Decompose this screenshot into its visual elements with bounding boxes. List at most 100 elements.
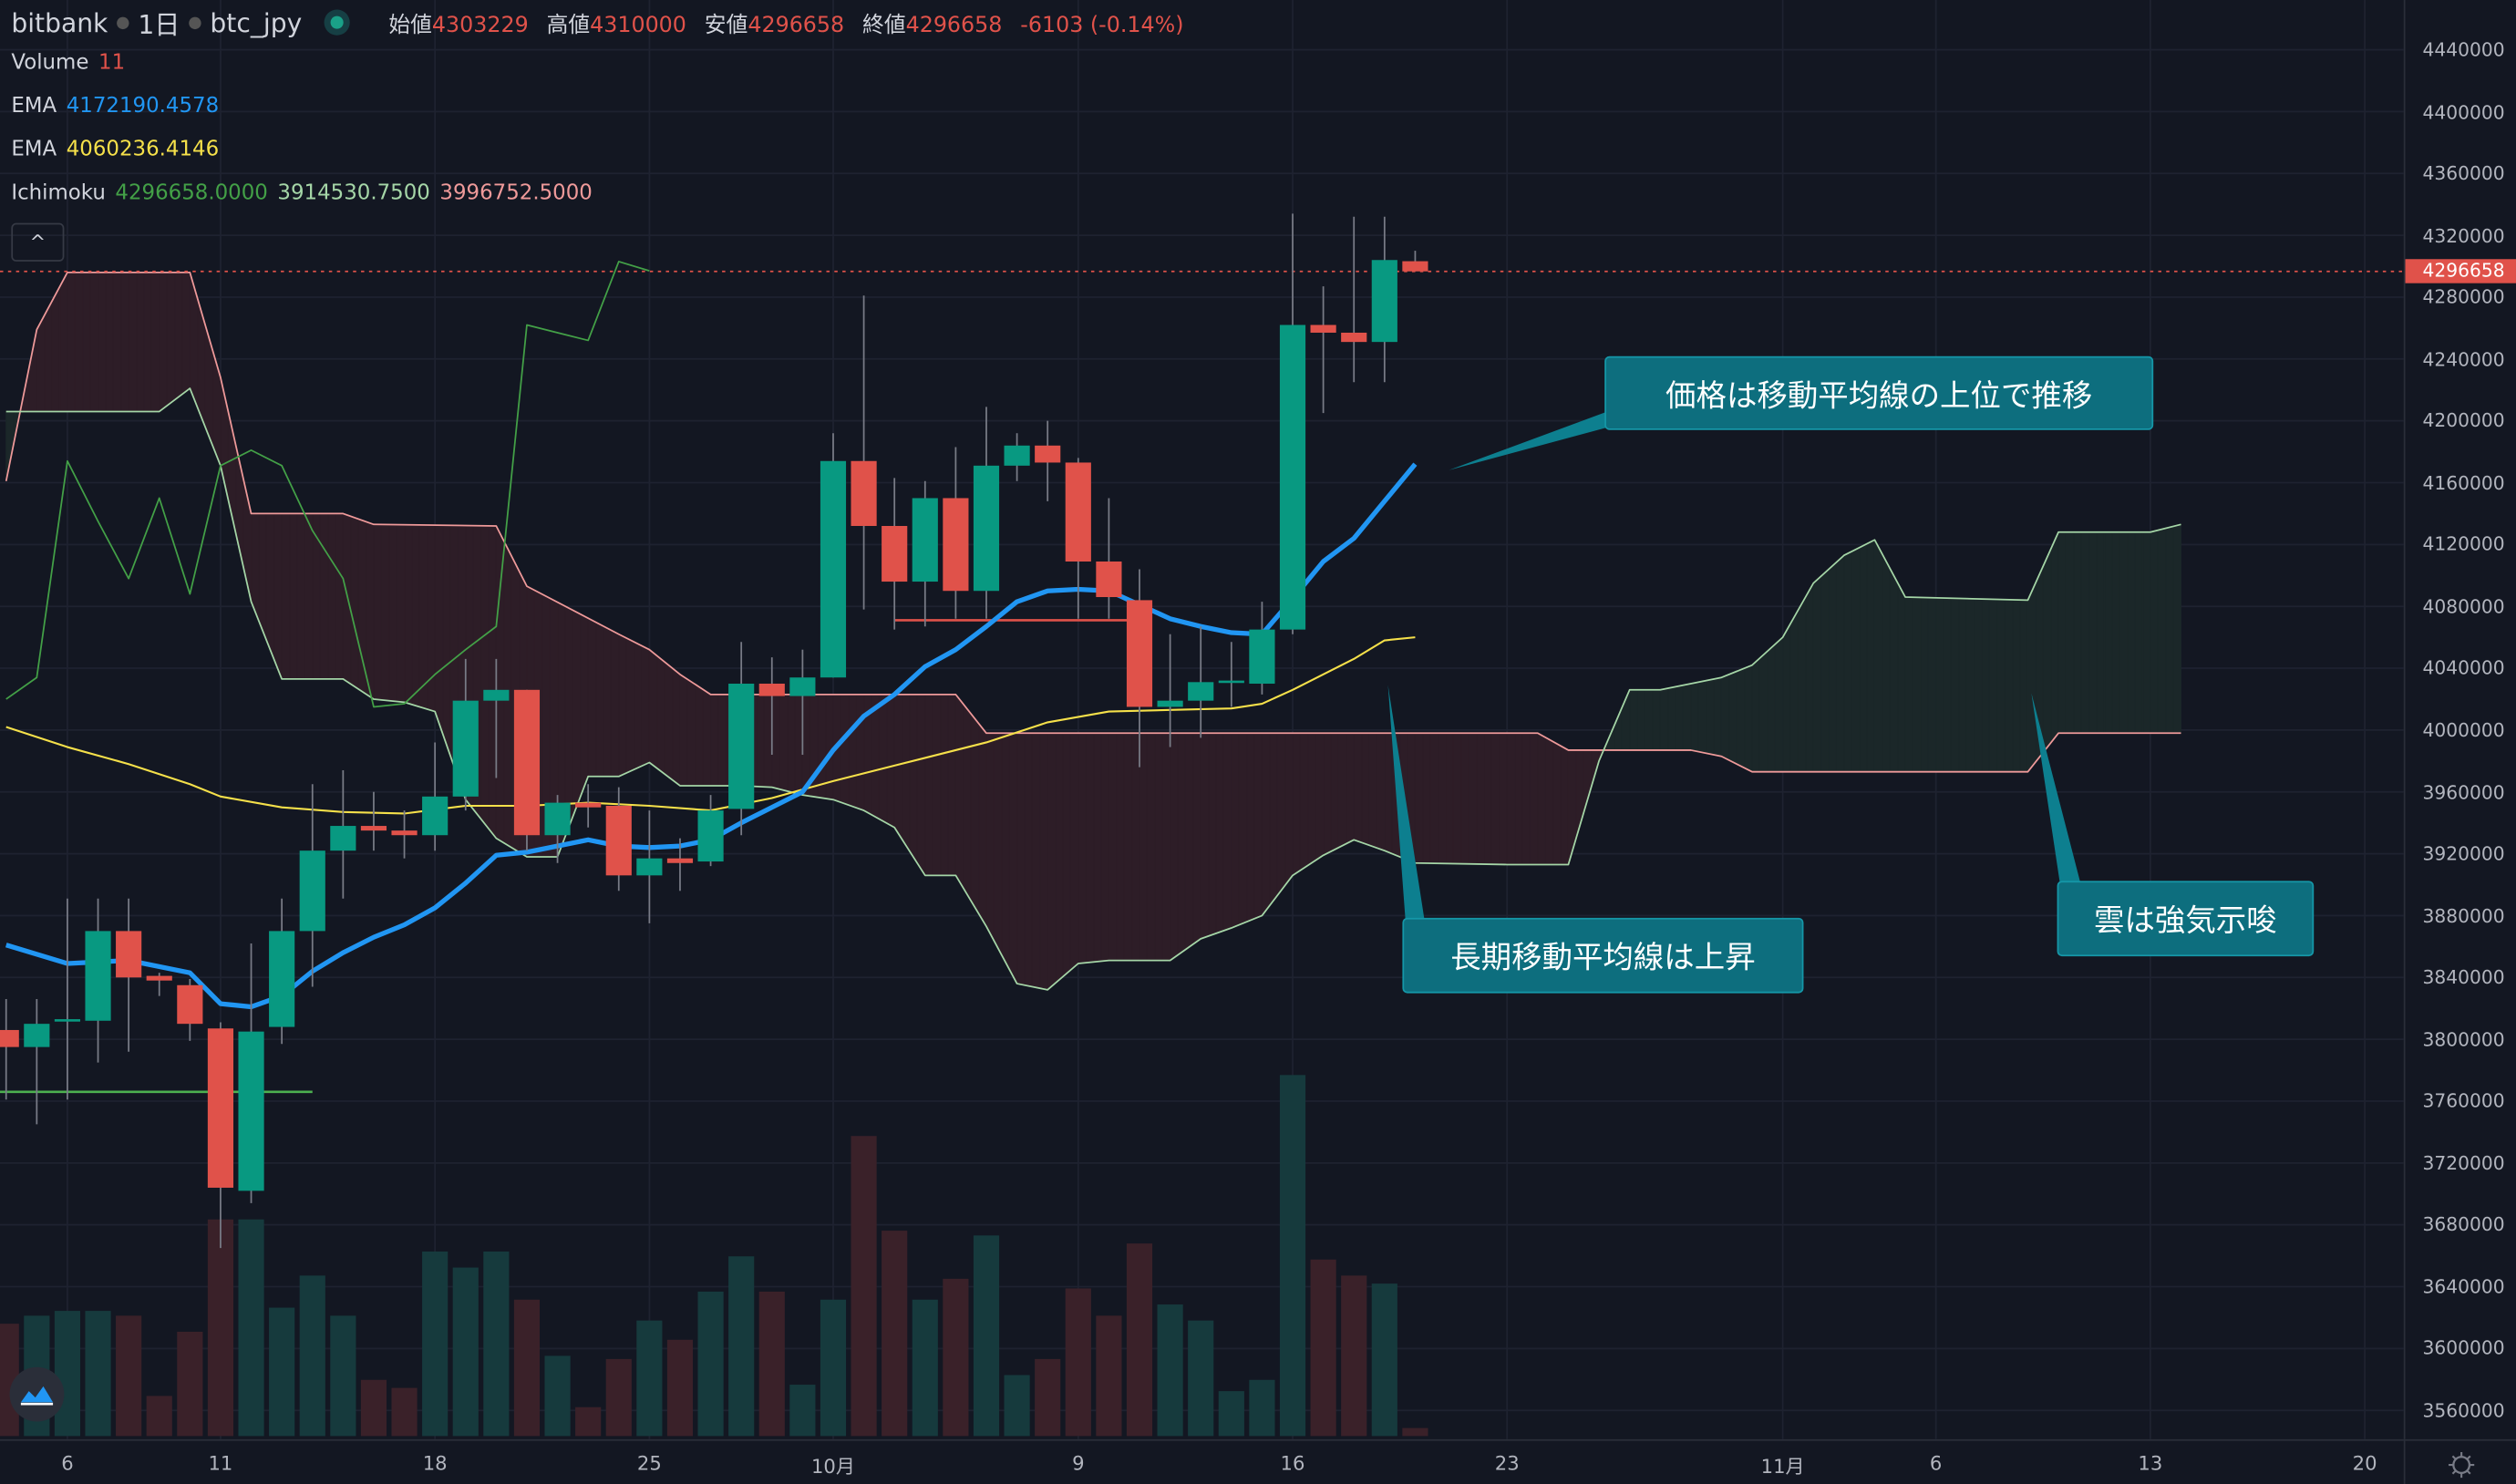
cloud-segment <box>1782 622 1791 773</box>
price-chart-pane[interactable] <box>0 0 2404 1439</box>
cloud-segment <box>1728 670 1737 766</box>
cloud-segment <box>2065 531 2075 734</box>
price-axis[interactable]: 4440000 4400000 4360000 4320000 4280000 42400… <box>2403 0 2516 1439</box>
cloud-segment <box>893 694 903 841</box>
cloud-segment <box>932 694 942 876</box>
price-tick-label: 4400000 <box>2422 100 2505 123</box>
cloud-segment <box>2057 531 2067 734</box>
cloud-segment <box>954 693 964 891</box>
cloud-segment <box>1368 732 1377 849</box>
cloud-segment <box>1736 667 1746 769</box>
cloud-segment <box>1238 732 1248 926</box>
tradingview-logo-icon[interactable] <box>9 1366 65 1422</box>
legend-value: 3996752.5000 <box>439 180 593 206</box>
cloud-segment <box>1667 685 1676 751</box>
cloud-segment <box>150 272 160 413</box>
price-tick-label: 3760000 <box>2422 1089 2505 1113</box>
legend-ema-slow[interactable]: EMA 4060236.4146 <box>11 138 228 161</box>
low-label: 安値 <box>704 13 748 39</box>
interval[interactable]: 1日 <box>138 9 180 41</box>
cloud-segment <box>940 694 949 876</box>
cloud-segment <box>886 694 895 829</box>
annotation-callout[interactable]: 価格は移動平均線の上位で推移 <box>1604 356 2154 430</box>
price-tick-label: 4200000 <box>2422 409 2505 432</box>
volume-bar <box>575 1407 602 1437</box>
price-tick-label: 3920000 <box>2422 842 2505 865</box>
cloud-segment <box>1935 597 1944 773</box>
cloud-segment <box>1284 732 1294 887</box>
cloud-segment <box>1323 732 1332 857</box>
symbol[interactable]: btc_jpy <box>210 6 303 38</box>
cloud-segment <box>648 648 658 769</box>
volume-bar <box>943 1278 969 1437</box>
cloud-segment <box>2080 531 2090 734</box>
cloud-segment <box>1690 681 1699 753</box>
cloud-segment <box>1851 546 1861 773</box>
legend-volume[interactable]: Volume 11 <box>11 51 134 75</box>
price-tick-label: 3720000 <box>2422 1151 2505 1175</box>
separator-dot: ● <box>116 13 130 32</box>
price-tick-label: 4080000 <box>2422 594 2505 618</box>
chart-settings-button[interactable] <box>2403 1438 2516 1484</box>
high-value: 4310000 <box>590 13 686 39</box>
cloud-segment <box>495 525 505 844</box>
legend-ichimoku[interactable]: Ichimoku 4296658.0000 3914530.7500 3996752.… <box>11 181 602 205</box>
high-label: 高値 <box>546 13 591 39</box>
cloud-segment <box>1269 732 1278 907</box>
candle-up <box>1004 445 1030 466</box>
cloud-segment <box>1682 683 1692 751</box>
candle-up <box>973 465 1000 592</box>
cloud-segment <box>1016 732 1026 986</box>
cloud-segment <box>128 272 138 413</box>
volume-bar <box>513 1299 541 1437</box>
volume-bar <box>544 1355 571 1437</box>
candle-up <box>452 700 479 797</box>
cloud-segment <box>595 621 604 778</box>
cloud-segment <box>1299 732 1309 871</box>
cloud-segment <box>312 512 321 680</box>
cloud-segment <box>756 694 765 788</box>
cloud-segment <box>1008 732 1018 984</box>
collapse-legend-button[interactable]: ^ <box>11 222 65 262</box>
open-label: 始値 <box>388 13 432 39</box>
cloud-segment <box>1330 732 1339 852</box>
volume-bar <box>330 1315 356 1437</box>
cloud-segment <box>388 523 397 703</box>
cloud-segment <box>794 694 803 796</box>
candle-up <box>483 689 510 701</box>
cloud-segment <box>273 512 283 680</box>
time-axis[interactable]: 6 11 18 25 10月 9 16 23 11月 6 13 20 <box>0 1438 2404 1484</box>
candle-up <box>24 1024 50 1047</box>
volume-bar <box>789 1385 816 1437</box>
cloud-segment <box>1476 732 1485 865</box>
cloud-segment <box>2004 599 2014 773</box>
cloud-segment <box>1468 732 1478 865</box>
volume-bar <box>851 1136 877 1437</box>
volume-bar <box>422 1251 449 1437</box>
cloud-segment <box>1805 581 1814 773</box>
legend-value: 3914530.7500 <box>277 180 430 206</box>
volume-bar <box>697 1291 724 1437</box>
annotation-callout[interactable]: 雲は強気示唆 <box>2057 881 2315 957</box>
cloud-segment <box>1055 732 1064 984</box>
legend-ema-fast[interactable]: EMA 4172190.4578 <box>11 95 228 119</box>
cloud-segment <box>978 722 987 929</box>
cloud-segment <box>1116 732 1125 962</box>
time-tick-label: 25 <box>636 1451 662 1475</box>
cloud-segment <box>2012 599 2021 773</box>
legend-value: 4296658.0000 <box>115 180 268 206</box>
cloud-segment <box>1744 664 1753 773</box>
cloud-segment <box>44 300 53 413</box>
indicator-lines <box>0 261 2404 1094</box>
cloud-segment <box>1629 689 1638 751</box>
annotation-callout[interactable]: 長期移動平均線は上昇 <box>1402 917 1804 994</box>
cloud-segment <box>488 525 497 840</box>
legend-label: Ichimoku <box>11 180 106 206</box>
volume-bar <box>758 1291 785 1437</box>
cloud-segment <box>404 524 413 706</box>
candle-down <box>575 802 602 808</box>
candle-down <box>1310 325 1336 333</box>
cloud-segment <box>1797 594 1807 773</box>
volume-bar <box>1371 1283 1397 1437</box>
cloud-segment <box>296 512 305 680</box>
